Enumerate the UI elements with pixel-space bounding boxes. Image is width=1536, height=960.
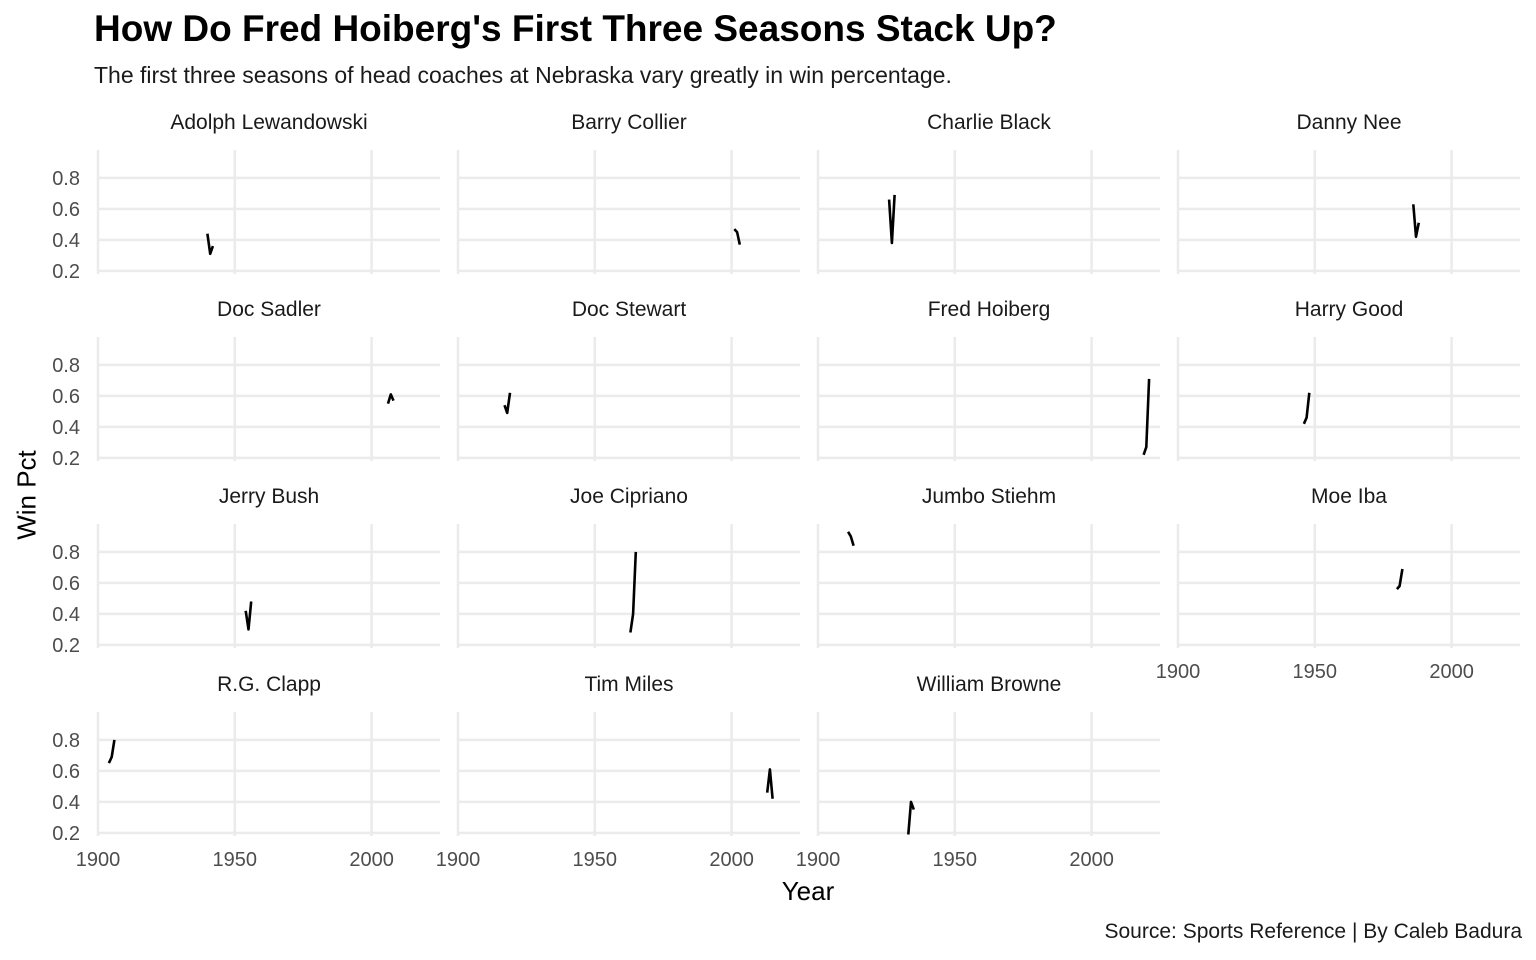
chart-title: How Do Fred Hoiberg's First Three Season… <box>94 8 1057 49</box>
series-line-adolph-lewandowski <box>206 233 215 256</box>
x-tick-label: 1950 <box>933 849 978 871</box>
facet-strip-label: Adolph Lewandowski <box>170 111 367 134</box>
x-tick-label: 1950 <box>573 849 618 871</box>
facet-panel-fred-hoiberg: Fred Hoiberg <box>816 298 1160 461</box>
x-tick-label: 2000 <box>1429 661 1474 683</box>
facet-strip-label: Tim Miles <box>584 673 673 696</box>
facet-strip-label: Doc Sadler <box>217 298 321 321</box>
x-tick-label: 1950 <box>1293 661 1338 683</box>
series-line-fred-hoiberg <box>1142 378 1151 456</box>
y-tick-label: 0.8 <box>52 542 80 564</box>
facet-strip-label: R.G. Clapp <box>217 673 321 696</box>
y-tick-label: 0.8 <box>52 355 80 377</box>
y-tick-label: 0.8 <box>52 730 80 752</box>
x-tick-label: 1950 <box>213 849 258 871</box>
series-line-tim-miles <box>765 768 774 799</box>
x-axis-label: Year <box>781 876 835 906</box>
facet-panel-doc-stewart: Doc Stewart <box>456 298 800 461</box>
y-tick-label: 0.2 <box>52 635 80 657</box>
x-tick-label: 2000 <box>709 849 754 871</box>
y-tick-label: 0.4 <box>52 792 80 814</box>
facet-strip-label: Jumbo Stiehm <box>922 485 1056 508</box>
facet-panel-william-browne: William Browne 1900 1950 2000 <box>796 673 1160 871</box>
facet-panel-barry-collier: Barry Collier <box>456 111 800 274</box>
y-tick-label: 0.4 <box>52 604 80 626</box>
facet-strip-label: Harry Good <box>1295 298 1404 321</box>
y-tick-label: 0.6 <box>52 573 80 595</box>
facet-strip-label: Danny Nee <box>1296 111 1401 134</box>
y-tick-label: 0.8 <box>52 168 80 190</box>
y-tick-label: 0.6 <box>52 386 80 408</box>
facet-strip-label: Moe Iba <box>1311 485 1387 508</box>
facet-strip-label: Joe Cipriano <box>570 485 688 508</box>
chart-subtitle: The first three seasons of head coaches … <box>94 62 952 88</box>
facet-strip-label: Jerry Bush <box>219 485 319 508</box>
y-tick-label: 0.4 <box>52 417 80 439</box>
facet-panel-adolph-lewandowski: Adolph Lewandowski 0.2 0.4 0.6 0.8 <box>52 111 440 283</box>
facet-strip-label: Barry Collier <box>571 111 687 134</box>
facet-panel-charlie-black: Charlie Black <box>816 111 1160 274</box>
y-tick-label: 0.2 <box>52 448 80 470</box>
series-line-r-g-clapp <box>107 739 116 764</box>
x-tick-label: 1900 <box>796 849 841 871</box>
facet-strip-label: Doc Stewart <box>572 298 687 321</box>
facet-panel-jumbo-stiehm: Jumbo Stiehm <box>816 485 1160 648</box>
facet-panel-doc-sadler: Doc Sadler 0.2 0.4 0.6 0.8 <box>52 298 440 470</box>
facet-panel-joe-cipriano: Joe Cipriano <box>456 485 800 648</box>
series-line-charlie-black <box>887 194 896 245</box>
series-line-danny-nee <box>1412 204 1421 239</box>
y-tick-label: 0.2 <box>52 823 80 845</box>
y-tick-label: 0.6 <box>52 761 80 783</box>
series-line-william-browne <box>907 800 916 835</box>
series-line-joe-cipriano <box>629 551 638 633</box>
series-line-doc-sadler <box>386 393 395 404</box>
x-tick-label: 1900 <box>1156 661 1201 683</box>
facet-panel-r-g-clapp: R.G. Clapp 0.2 0.4 0.6 0.8 1900 1950 2000 <box>52 673 440 871</box>
series-line-jumbo-stiehm <box>846 531 855 547</box>
facet-strip-label: William Browne <box>917 673 1062 696</box>
series-line-doc-stewart <box>503 392 512 415</box>
x-tick-label: 1900 <box>436 849 481 871</box>
series-line-barry-collier <box>733 228 742 245</box>
facet-strip-label: Fred Hoiberg <box>928 298 1051 321</box>
y-tick-label: 0.6 <box>52 199 80 221</box>
facet-panel-harry-good: Harry Good <box>1176 298 1520 461</box>
chart-caption: Source: Sports Reference | By Caleb Badu… <box>1104 920 1522 943</box>
facet-panel-jerry-bush: Jerry Bush 0.2 0.4 0.6 0.8 <box>52 485 440 657</box>
series-line-moe-iba <box>1395 568 1404 590</box>
facet-panel-moe-iba: Moe Iba 1900 1950 2000 <box>1156 485 1520 683</box>
y-tick-label: 0.4 <box>52 230 80 252</box>
facet-panel-tim-miles: Tim Miles 1900 1950 2000 <box>436 673 800 871</box>
x-tick-label: 2000 <box>349 849 394 871</box>
x-tick-label: 1900 <box>76 849 121 871</box>
y-tick-label: 0.2 <box>52 261 80 283</box>
facet-panel-danny-nee: Danny Nee <box>1176 111 1520 274</box>
series-line-harry-good <box>1302 392 1311 425</box>
facet-strip-label: Charlie Black <box>927 111 1051 134</box>
series-line-jerry-bush <box>244 601 253 631</box>
x-tick-label: 2000 <box>1069 849 1114 871</box>
